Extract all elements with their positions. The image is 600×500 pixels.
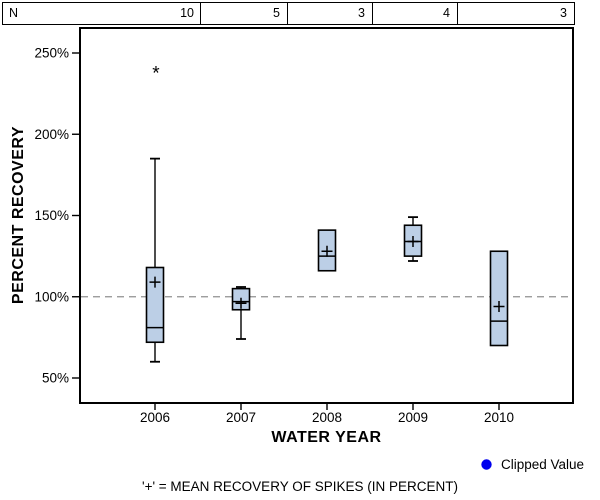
y-tick-label-200: 200%	[34, 127, 69, 142]
x-axis-title: WATER YEAR	[271, 429, 382, 446]
n-table-cell: 3	[287, 3, 372, 24]
x-tick-label-2006: 2006	[140, 410, 170, 425]
chart-caption: '+' = MEAN RECOVERY OF SPIKES (IN PERCEN…	[142, 479, 458, 494]
n-row-label: N	[9, 6, 19, 20]
y-tick-label-250: 250%	[34, 46, 69, 61]
legend-clipped-value: Clipped Value	[481, 457, 584, 472]
x-tick-label-2010: 2010	[484, 410, 514, 425]
y-tick-label-150: 150%	[34, 208, 69, 223]
n-count-2007: 5	[273, 6, 280, 20]
n-table-cell: 5	[200, 3, 287, 24]
box-2006	[145, 266, 165, 344]
n-count-2010: 3	[560, 6, 567, 20]
x-tick-label-2007: 2007	[226, 410, 256, 425]
n-count-table: N 10 5 3 4 3	[2, 2, 575, 25]
y-tick-label-100: 100%	[34, 289, 69, 304]
y-tick-label-50: 50%	[42, 371, 69, 386]
clipped-value-dot-icon	[481, 459, 492, 470]
n-count-2009: 4	[443, 6, 450, 20]
outlier-asterisk-2006: *	[152, 63, 160, 84]
x-tick-label-2008: 2008	[312, 410, 342, 425]
x-tick-label-2009: 2009	[398, 410, 428, 425]
n-table-cell: 4	[372, 3, 457, 24]
clipped-value-dot	[481, 459, 492, 470]
n-count-2008: 3	[358, 6, 365, 20]
n-table-cell: 3	[457, 3, 574, 24]
y-axis-title: PERCENT RECOVERY	[10, 125, 27, 305]
box-2010	[489, 250, 509, 347]
plot-border	[79, 27, 574, 404]
n-count-2006: 10	[180, 6, 194, 20]
legend-label: Clipped Value	[501, 457, 585, 472]
n-table-cell: N 10	[3, 3, 200, 24]
